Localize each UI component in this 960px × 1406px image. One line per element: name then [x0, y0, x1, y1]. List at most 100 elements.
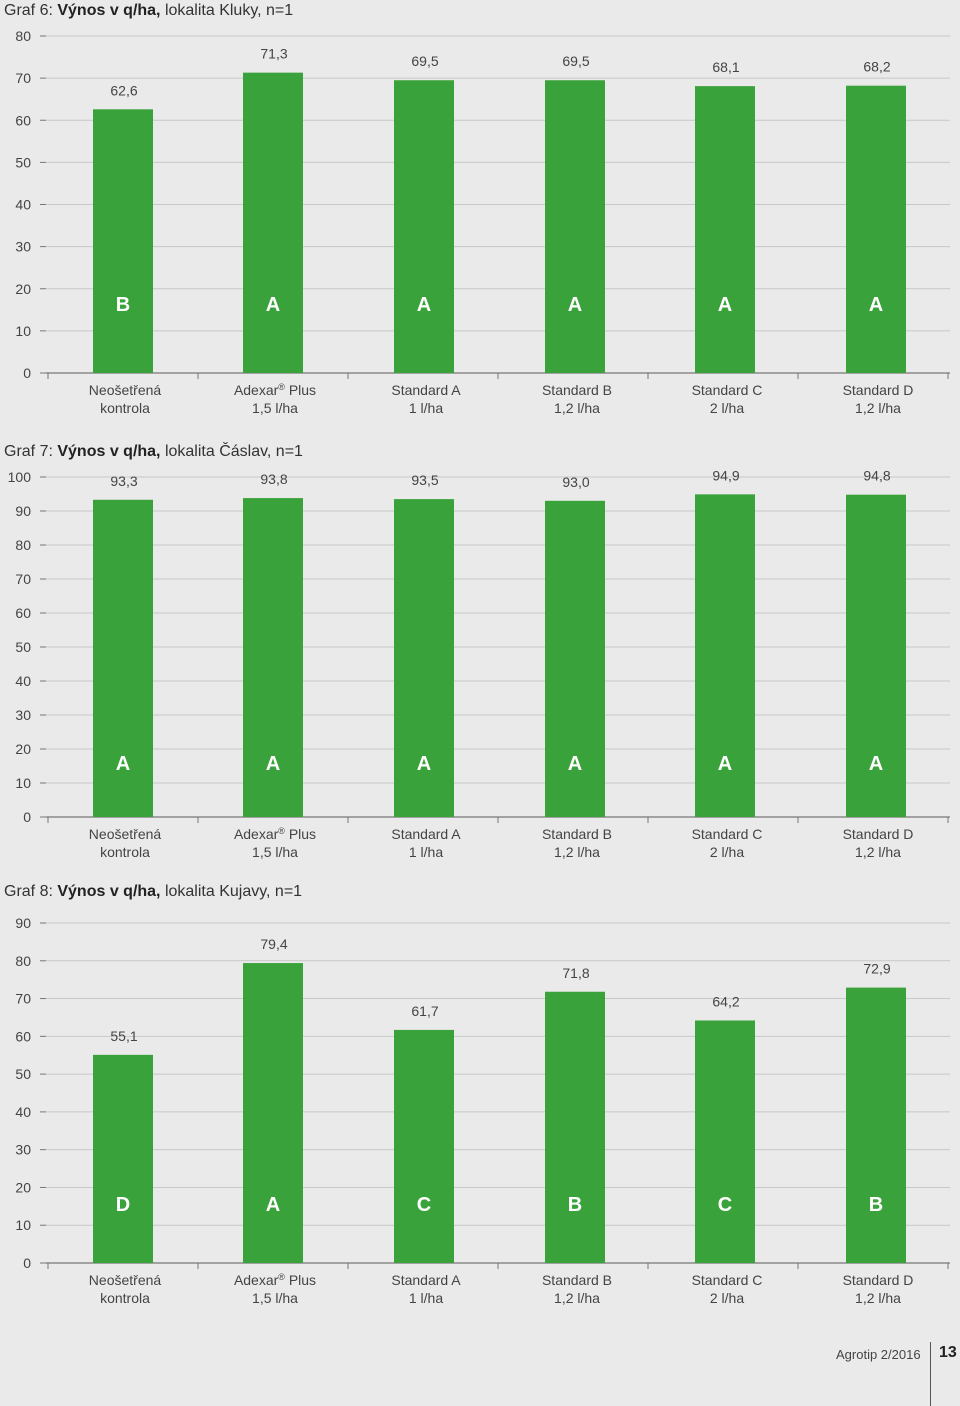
data-label: 93,0 — [562, 474, 589, 490]
y-tick-label: 30 — [15, 1142, 31, 1158]
y-tick-label: 10 — [15, 1217, 31, 1233]
group-letter: A — [116, 753, 130, 775]
data-label: 71,3 — [260, 46, 287, 62]
bar — [243, 498, 303, 817]
data-label: 72,9 — [863, 961, 890, 977]
x-tick-label: Adexar® Plus — [234, 1272, 316, 1288]
y-tick-label: 80 — [15, 953, 31, 969]
x-tick-label-secondary: 1 l/ha — [409, 844, 443, 860]
x-tick-label-secondary: kontrola — [100, 844, 150, 860]
page-number: 13 — [939, 1344, 957, 1361]
chart-graf-7: Graf 7: Výnos v q/ha, lokalita Čáslav, n… — [0, 443, 960, 863]
group-letter: A — [266, 1194, 280, 1216]
chart-title-suffix: lokalita Kluky, n=1 — [160, 2, 294, 19]
y-tick-label: 70 — [15, 571, 31, 587]
x-tick-label-secondary: 1,2 l/ha — [554, 844, 600, 860]
chart-title-bold: Výnos v q/ha, — [57, 883, 161, 900]
y-tick-label: 10 — [15, 775, 31, 791]
y-tick-label: 10 — [15, 323, 31, 339]
chart-graf-6: Graf 6: Výnos v q/ha, lokalita Kluky, n=… — [0, 2, 960, 422]
bar — [93, 109, 153, 374]
bar — [545, 500, 605, 817]
data-label: 94,9 — [712, 467, 739, 483]
x-tick-label-secondary: 1,2 l/ha — [554, 1290, 600, 1306]
group-letter: A — [869, 753, 883, 775]
data-label: 94,8 — [863, 468, 890, 484]
data-label: 64,2 — [712, 993, 739, 1009]
data-label: 68,1 — [712, 59, 739, 75]
bar-chart-caslav: 0 10 20 30 40 50 60 70 80 90 100 93,3 A Neošetřená kon… — [8, 467, 950, 860]
group-letter: B — [869, 1194, 883, 1216]
x-tick-label-secondary: 2 l/ha — [710, 844, 744, 860]
footer-divider — [930, 1342, 931, 1406]
y-tick-label: 0 — [23, 1255, 31, 1271]
x-tick-label: Standard B — [542, 826, 612, 842]
x-tick-label-secondary: kontrola — [100, 1290, 150, 1306]
chart-title: Graf 6: Výnos v q/ha, lokalita Kluky, n=… — [4, 2, 293, 20]
y-tick-label: 50 — [15, 1066, 31, 1082]
x-tick-label-secondary: 1,2 l/ha — [855, 1290, 901, 1306]
chart-graf-8: Graf 8: Výnos v q/ha, lokalita Kujavy, n… — [0, 883, 960, 1313]
x-tick-label: Neošetřená — [89, 382, 162, 398]
y-tick-label: 90 — [15, 915, 31, 931]
x-tick-label-secondary: 2 l/ha — [710, 400, 744, 416]
bar — [394, 80, 454, 373]
data-label: 69,5 — [562, 53, 589, 69]
data-label: 55,1 — [110, 1028, 137, 1044]
x-tick-label: Standard D — [843, 826, 914, 842]
group-letter: D — [116, 1194, 130, 1216]
x-tick-label: Standard B — [542, 1272, 612, 1288]
bar — [93, 1054, 153, 1263]
bar-chart-kujavy: 0 10 20 30 40 50 60 70 80 90 55,1 D Neošetřená kontro… — [15, 915, 950, 1306]
chart-title-prefix: Graf 7: — [4, 443, 58, 460]
group-letter: A — [568, 753, 582, 775]
bar-chart-kluky: 0 10 20 30 40 50 60 70 80 62,6 B Neošetřená kontrola… — [15, 28, 950, 416]
data-label: 93,5 — [411, 472, 438, 488]
x-tick-label-secondary: 1,5 l/ha — [252, 1290, 298, 1306]
x-tick-label: Standard C — [692, 382, 763, 398]
bar — [394, 499, 454, 817]
bar — [695, 494, 755, 817]
chart-title: Graf 7: Výnos v q/ha, lokalita Čáslav, n… — [4, 443, 303, 461]
chart-title-bold: Výnos v q/ha, — [57, 2, 161, 19]
bar — [545, 80, 605, 373]
x-tick-label-secondary: 1,2 l/ha — [855, 844, 901, 860]
x-tick-label: Standard D — [843, 1272, 914, 1288]
y-tick-label: 20 — [15, 1179, 31, 1195]
bar — [394, 1029, 454, 1263]
data-label: 69,5 — [411, 53, 438, 69]
y-tick-label: 60 — [15, 1028, 31, 1044]
y-tick-label: 20 — [15, 741, 31, 757]
x-tick-label: Standard C — [692, 826, 763, 842]
data-label: 68,2 — [863, 59, 890, 75]
bar — [695, 1020, 755, 1263]
chart-title-suffix: lokalita Čáslav, n=1 — [160, 443, 303, 460]
x-tick-label: Standard A — [391, 382, 461, 398]
y-tick-label: 20 — [15, 281, 31, 297]
y-tick-label: 100 — [8, 469, 32, 485]
y-tick-label: 30 — [15, 707, 31, 723]
y-tick-label: 50 — [15, 639, 31, 655]
chart-title-suffix: lokalita Kujavy, n=1 — [160, 883, 303, 900]
group-letter: A — [718, 753, 732, 775]
x-tick-label: Adexar® Plus — [234, 382, 316, 398]
x-tick-label-secondary: 2 l/ha — [710, 1290, 744, 1306]
x-tick-label-secondary: 1,5 l/ha — [252, 400, 298, 416]
y-tick-label: 60 — [15, 605, 31, 621]
chart-title: Graf 8: Výnos v q/ha, lokalita Kujavy, n… — [4, 883, 302, 901]
group-letter: A — [417, 294, 431, 316]
data-label: 93,8 — [260, 471, 287, 487]
x-tick-label: Neošetřená — [89, 1272, 162, 1288]
chart-title-prefix: Graf 8: — [4, 883, 58, 900]
y-tick-label: 80 — [15, 537, 31, 553]
y-tick-label: 40 — [15, 673, 31, 689]
y-tick-label: 30 — [15, 239, 31, 255]
bar — [243, 72, 303, 374]
y-tick-label: 50 — [15, 154, 31, 170]
x-tick-label: Standard A — [391, 826, 461, 842]
x-tick-label: Standard B — [542, 382, 612, 398]
x-tick-label: Neošetřená — [89, 826, 162, 842]
y-tick-label: 90 — [15, 503, 31, 519]
group-letter: A — [266, 753, 280, 775]
bar — [846, 494, 906, 817]
